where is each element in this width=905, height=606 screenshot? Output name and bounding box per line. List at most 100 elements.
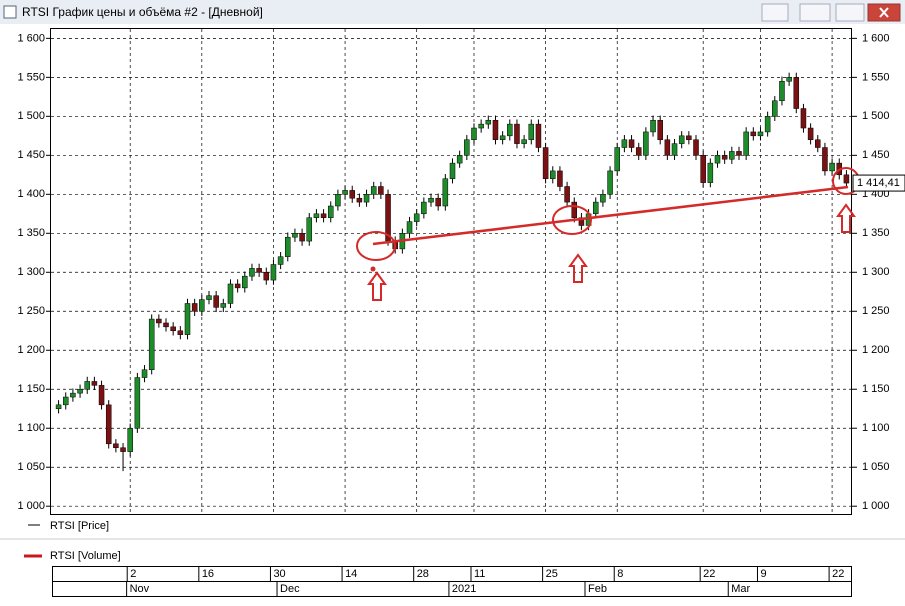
- candle-body: [514, 123, 520, 144]
- candle-body: [700, 155, 706, 183]
- candle-body: [786, 77, 792, 82]
- trendline: [372, 185, 849, 246]
- candle-body: [764, 116, 771, 133]
- y-tick-label: 1 000: [862, 500, 890, 512]
- candle-body: [736, 151, 742, 156]
- candle-body: [220, 303, 227, 308]
- candle-body: [607, 170, 613, 195]
- candle-body: [421, 201, 427, 215]
- candle-body: [521, 139, 527, 144]
- candle-body: [807, 127, 814, 140]
- candle-body: [507, 123, 513, 137]
- candle-body: [528, 123, 535, 140]
- y-tick-label: 1 200: [862, 344, 890, 356]
- candle-body: [406, 221, 413, 234]
- candle-body: [471, 127, 477, 140]
- candle-body: [320, 213, 327, 218]
- candle-body: [729, 151, 735, 160]
- x-tick-label: 16: [202, 568, 214, 580]
- y-tick-label: 1 050: [862, 461, 890, 473]
- y-tick-label: 1 500: [862, 110, 890, 122]
- candle-body: [707, 162, 714, 183]
- highlight-circle: [356, 231, 396, 261]
- candle-body: [550, 170, 556, 179]
- legend-label: RTSI [Volume]: [50, 550, 121, 562]
- candle-body: [141, 369, 148, 378]
- candle-body: [120, 447, 126, 452]
- x-tick-label: 22: [703, 568, 715, 580]
- y-tick-label: 1 300: [862, 266, 890, 278]
- candle-body: [535, 123, 542, 148]
- candle-body: [822, 147, 828, 172]
- candle-body: [91, 381, 98, 386]
- candle-body: [478, 123, 484, 129]
- candle-body: [263, 272, 270, 281]
- month-label: Nov: [130, 583, 150, 595]
- x-tick-label: 25: [546, 568, 558, 580]
- candle-body: [285, 236, 291, 257]
- candle-body: [456, 155, 463, 164]
- candle-body: [163, 322, 169, 328]
- x-tick-label: 9: [760, 568, 766, 580]
- y-tick-label: 1 350: [862, 227, 890, 239]
- candle-body: [664, 139, 671, 156]
- candle-body: [191, 303, 198, 312]
- candle-body: [213, 295, 219, 308]
- app-icon: [3, 5, 17, 19]
- candle-body: [650, 119, 656, 133]
- candle-body: [428, 197, 434, 203]
- plot-frame: [50, 28, 852, 515]
- candle-body: [621, 139, 628, 148]
- month-label: Mar: [731, 583, 750, 595]
- y-tick-label: 1 600: [17, 32, 45, 44]
- candle-body: [435, 197, 441, 207]
- y-tick-label: 1 250: [17, 305, 45, 317]
- candle-body: [779, 80, 785, 101]
- candle-body: [843, 174, 850, 184]
- candle-body: [327, 205, 334, 218]
- candle-body: [62, 396, 69, 406]
- minimize-button[interactable]: [799, 3, 831, 22]
- y-tick-label: 1 350: [17, 227, 45, 239]
- x-tick-label: 2: [130, 568, 136, 580]
- window-title: RTSI График цены и объёма #2 - [Дневной]: [22, 5, 263, 19]
- candle-body: [313, 213, 320, 218]
- candle-body: [686, 135, 692, 140]
- restore-button[interactable]: [761, 3, 789, 22]
- y-tick-label: 1 150: [862, 383, 890, 395]
- candle-body: [184, 303, 191, 335]
- x-tick-label: 22: [832, 568, 844, 580]
- y-tick-label: 1 400: [17, 188, 45, 200]
- candle-body: [105, 404, 112, 445]
- candle-body: [564, 186, 570, 203]
- candle-body: [270, 264, 277, 281]
- y-tick-label: 1 300: [17, 266, 45, 278]
- candle-body: [363, 194, 370, 203]
- last-price-label: 1 414,41: [857, 177, 900, 189]
- candle-body: [299, 233, 305, 242]
- candle-body: [793, 77, 800, 109]
- candle-body: [578, 217, 585, 226]
- maximize-button[interactable]: [835, 3, 865, 22]
- y-tick-label: 1 150: [17, 383, 45, 395]
- candle-body: [714, 155, 721, 164]
- candle-body: [378, 186, 384, 195]
- candle-body: [635, 147, 642, 156]
- close-icon: [879, 7, 889, 18]
- candle-body: [156, 318, 162, 324]
- candle-body: [98, 385, 105, 406]
- y-tick-label: 1 600: [862, 32, 890, 44]
- month-label: Feb: [588, 583, 607, 595]
- y-tick-label: 1 250: [862, 305, 890, 317]
- y-tick-label: 1 500: [17, 110, 45, 122]
- candle-body: [342, 190, 348, 195]
- candle-body: [772, 100, 778, 117]
- plot: [51, 29, 851, 514]
- candle-body: [614, 147, 620, 172]
- candle-body: [449, 162, 456, 179]
- candle-body: [557, 170, 563, 187]
- candle-body: [413, 213, 420, 222]
- candle-body: [70, 392, 76, 398]
- candle-body: [177, 330, 184, 335]
